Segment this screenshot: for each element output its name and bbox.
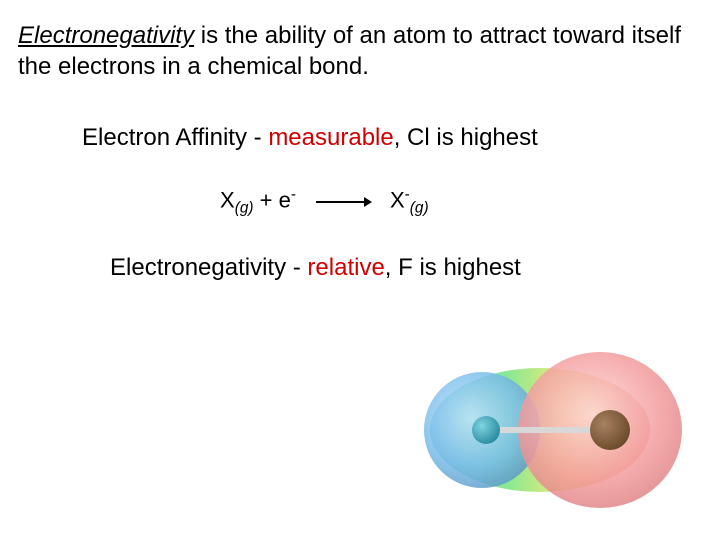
molecule-diagram bbox=[390, 340, 690, 510]
eq-lhs-x: X bbox=[220, 188, 235, 213]
eq-rhs: X-(g) bbox=[390, 186, 429, 218]
reaction-arrow-icon bbox=[314, 189, 372, 215]
eq-rhs-sub: (g) bbox=[410, 200, 429, 217]
affinity-measurable: measurable bbox=[268, 124, 393, 151]
electroneg-suffix: , F is highest bbox=[385, 254, 521, 281]
electron-affinity-line: Electron Affinity - measurable, Cl is hi… bbox=[0, 124, 720, 152]
affinity-equation: X(g) + e- X-(g) bbox=[0, 186, 720, 218]
eq-electron: e bbox=[279, 188, 291, 213]
eq-e-sup: - bbox=[291, 186, 296, 203]
eq-rhs-x: X bbox=[390, 188, 405, 213]
eq-plus: + bbox=[254, 188, 279, 213]
electronegativity-line: Electronegativity - relative, F is highe… bbox=[0, 254, 720, 282]
definition-text: Electronegativity is the ability of an a… bbox=[0, 0, 720, 82]
electroneg-relative: relative bbox=[307, 254, 384, 281]
affinity-suffix: , Cl is highest bbox=[394, 124, 538, 151]
eq-lhs: X(g) + e- bbox=[220, 186, 296, 218]
electroneg-prefix: Electronegativity - bbox=[110, 254, 307, 281]
arrow-head bbox=[364, 197, 372, 207]
term-electronegativity: Electronegativity bbox=[18, 22, 194, 49]
atom-left bbox=[472, 416, 500, 444]
affinity-prefix: Electron Affinity - bbox=[82, 124, 268, 151]
atom-right bbox=[590, 410, 630, 450]
eq-lhs-sub: (g) bbox=[235, 200, 254, 217]
